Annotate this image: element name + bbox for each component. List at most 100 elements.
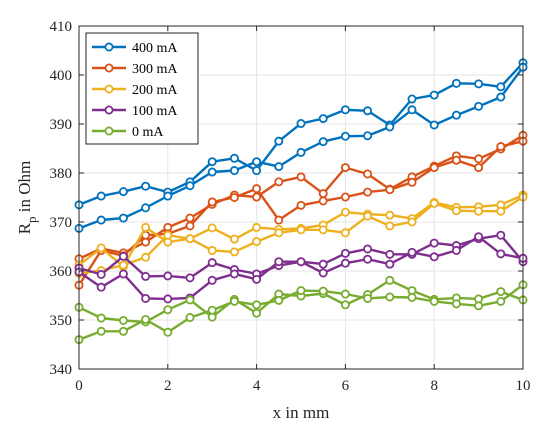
legend-item: 0 mA <box>92 125 164 140</box>
x-axis-title: x in mm <box>273 403 330 422</box>
data-point <box>496 249 506 259</box>
data-point <box>274 295 284 305</box>
y-tick-label: 370 <box>50 215 73 231</box>
data-point <box>229 192 239 202</box>
data-point <box>429 163 439 173</box>
legend: 400 mA 300 mA 200 mA 100 mA 0 mA <box>85 32 199 145</box>
data-point <box>296 172 306 182</box>
data-point <box>385 210 395 220</box>
data-point <box>318 286 328 296</box>
data-point <box>385 259 395 269</box>
data-point <box>429 252 439 262</box>
data-point <box>141 222 151 232</box>
data-point <box>185 273 195 283</box>
data-point <box>163 305 173 315</box>
legend-label: 0 mA <box>132 125 164 140</box>
data-point <box>340 289 350 299</box>
data-point <box>141 315 151 325</box>
data-point <box>340 228 350 238</box>
data-point <box>118 260 128 270</box>
data-point <box>229 166 239 176</box>
data-point <box>118 187 128 197</box>
data-point <box>252 222 262 232</box>
data-point <box>340 105 350 115</box>
legend-label: 100 mA <box>132 104 178 119</box>
data-point <box>252 184 262 194</box>
data-point <box>474 163 484 173</box>
data-point <box>207 167 217 177</box>
y-tick-label: 360 <box>50 264 73 280</box>
data-point <box>96 282 106 292</box>
data-point <box>385 275 395 285</box>
data-point <box>385 185 395 195</box>
data-point <box>429 120 439 130</box>
legend-swatch-marker <box>104 126 114 136</box>
data-point <box>451 78 461 88</box>
data-point <box>407 105 417 115</box>
y-tick-label: 410 <box>50 19 73 35</box>
data-point <box>96 191 106 201</box>
data-point <box>363 187 373 197</box>
data-point <box>318 137 328 147</box>
data-point <box>340 163 350 173</box>
legend-label: 200 mA <box>132 83 178 98</box>
data-point <box>496 287 506 297</box>
data-point <box>363 293 373 303</box>
legend-swatch-marker <box>104 63 114 73</box>
data-point <box>96 269 106 279</box>
axis-ticks: 0 2 4 6 8 10 340 350 360 370 380 390 400 410 <box>50 19 531 394</box>
data-point <box>474 79 484 89</box>
data-point <box>340 300 350 310</box>
y-tick-label: 350 <box>50 313 73 329</box>
data-point <box>296 286 306 296</box>
data-point <box>429 296 439 306</box>
data-point <box>363 254 373 264</box>
series-2 <box>74 190 528 278</box>
data-point <box>118 213 128 223</box>
data-point <box>141 293 151 303</box>
data-point <box>296 257 306 267</box>
data-point <box>252 300 262 310</box>
data-point <box>296 225 306 235</box>
data-point <box>363 211 373 221</box>
data-point <box>118 251 128 261</box>
y-tick-label: 400 <box>50 68 73 84</box>
data-point <box>252 157 262 167</box>
data-point <box>496 82 506 92</box>
data-point <box>340 192 350 202</box>
data-point <box>474 232 484 242</box>
legend-item: 400 mA <box>92 41 178 56</box>
data-point <box>274 215 284 225</box>
data-point <box>207 197 217 207</box>
data-point <box>474 154 484 164</box>
data-point <box>274 136 284 146</box>
data-point <box>429 238 439 248</box>
data-point <box>363 106 373 116</box>
y-axis-title-rest: in Ohm <box>15 161 34 217</box>
data-point <box>429 90 439 100</box>
data-point <box>163 294 173 304</box>
data-point <box>141 252 151 262</box>
y-tick-label: 340 <box>50 362 73 378</box>
x-tick-label: 10 <box>516 378 531 394</box>
data-point <box>340 248 350 258</box>
data-point <box>229 153 239 163</box>
series-group <box>74 58 528 345</box>
legend-item: 100 mA <box>92 104 178 119</box>
data-point <box>318 189 328 199</box>
data-point <box>318 114 328 124</box>
data-point <box>363 244 373 254</box>
data-point <box>96 215 106 225</box>
data-point <box>496 296 506 306</box>
data-point <box>252 274 262 284</box>
data-point <box>96 313 106 323</box>
data-point <box>407 292 417 302</box>
data-point <box>340 131 350 141</box>
data-point <box>474 301 484 311</box>
legend-label: 400 mA <box>132 41 178 56</box>
data-point <box>407 177 417 187</box>
x-tick-label: 8 <box>430 378 438 394</box>
data-point <box>496 92 506 102</box>
data-point <box>318 268 328 278</box>
y-axis-title: Rp in Ohm <box>15 161 39 235</box>
